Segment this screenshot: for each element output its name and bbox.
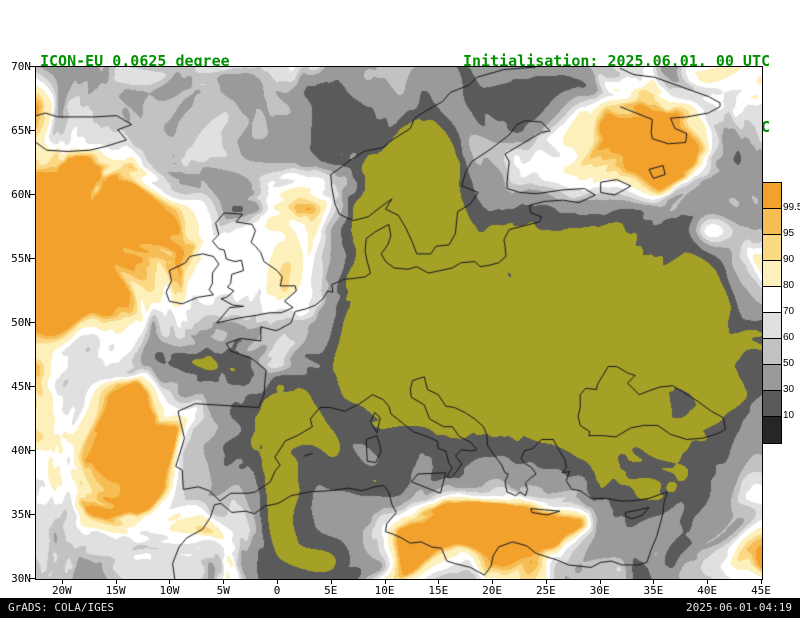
lat-tick	[29, 386, 35, 387]
lon-tick	[277, 579, 278, 584]
lon-tick	[707, 579, 709, 584]
lat-label-50N: 50N	[11, 316, 31, 329]
lat-label-40N: 40N	[11, 444, 31, 457]
footer-bar: GrADS: COLA/IGES 2025-06-01-04:19	[0, 598, 800, 618]
grads-credit: GrADS: COLA/IGES	[8, 601, 114, 614]
lon-label-35E: 35E	[643, 584, 664, 597]
colorbar-segment-7	[763, 365, 781, 391]
lon-label-20E: 20E	[482, 584, 503, 597]
lon-label-20W: 20W	[51, 584, 72, 597]
lon-tick	[653, 579, 655, 584]
colorbar-segment-5	[763, 313, 781, 339]
lat-tick	[29, 66, 35, 67]
colorbar-segment-1	[763, 209, 781, 235]
lat-label-55N: 55N	[11, 252, 31, 265]
lat-tick	[29, 578, 35, 579]
lon-tick	[223, 579, 225, 584]
lon-tick	[492, 579, 494, 584]
map-frame	[35, 66, 763, 580]
lat-label-60N: 60N	[11, 188, 31, 201]
lon-tick	[61, 579, 63, 584]
colorbar	[762, 182, 782, 444]
lat-label-65N: 65N	[11, 124, 31, 137]
colorbar-segment-4	[763, 287, 781, 313]
lon-label-5W: 5W	[216, 584, 230, 597]
colorbar-label-99.5: 99.5	[783, 202, 800, 213]
lon-tick	[384, 579, 386, 584]
lon-tick	[438, 579, 440, 584]
colorbar-segment-2	[763, 235, 781, 261]
colorbar-label-70: 70	[783, 306, 795, 317]
lon-tick	[599, 579, 601, 584]
lon-tick	[545, 579, 547, 584]
lon-label-40E: 40E	[697, 584, 718, 597]
colorbar-label-10: 10	[783, 410, 795, 421]
colorbar-label-95: 95	[783, 228, 795, 239]
colorbar-segment-9	[763, 417, 781, 443]
lon-tick	[115, 579, 117, 584]
lon-label-10E: 10E	[374, 584, 395, 597]
lat-tick	[29, 258, 35, 259]
lon-label-15W: 15W	[105, 584, 126, 597]
lon-label-25E: 25E	[535, 584, 556, 597]
lat-tick	[29, 130, 35, 131]
model-title: ICON-EU 0.0625 degree	[40, 52, 230, 70]
lon-label-0: 0	[273, 584, 281, 597]
colorbar-label-80: 80	[783, 280, 795, 291]
colorbar-label-30: 30	[783, 384, 795, 395]
cloud-cover-map	[36, 67, 762, 579]
lon-label-10W: 10W	[159, 584, 180, 597]
lon-label-15E: 15E	[428, 584, 449, 597]
lon-tick	[169, 579, 171, 584]
lat-tick	[29, 514, 35, 515]
colorbar-label-50: 50	[783, 358, 795, 369]
colorbar-label-90: 90	[783, 254, 795, 265]
lat-tick	[29, 194, 35, 195]
lon-tick	[330, 579, 332, 584]
colorbar-segment-6	[763, 339, 781, 365]
creation-timestamp: 2025-06-01-04:19	[686, 601, 792, 614]
colorbar-segment-8	[763, 391, 781, 417]
lat-label-70N: 70N	[11, 60, 31, 73]
initialisation-time: Initialisation: 2025.06.01. 00 UTC	[462, 52, 770, 70]
lat-label-30N: 30N	[11, 572, 31, 585]
colorbar-segment-0	[763, 183, 781, 209]
lon-label-30E: 30E	[589, 584, 610, 597]
lat-tick	[29, 322, 35, 323]
lon-label-5E: 5E	[324, 584, 338, 597]
colorbar-label-60: 60	[783, 332, 795, 343]
lon-tick	[761, 579, 762, 584]
lat-label-45N: 45N	[11, 380, 31, 393]
lat-tick	[29, 450, 35, 451]
colorbar-segment-3	[763, 261, 781, 287]
lon-label-45E: 45E	[751, 584, 771, 597]
lat-label-35N: 35N	[11, 508, 31, 521]
